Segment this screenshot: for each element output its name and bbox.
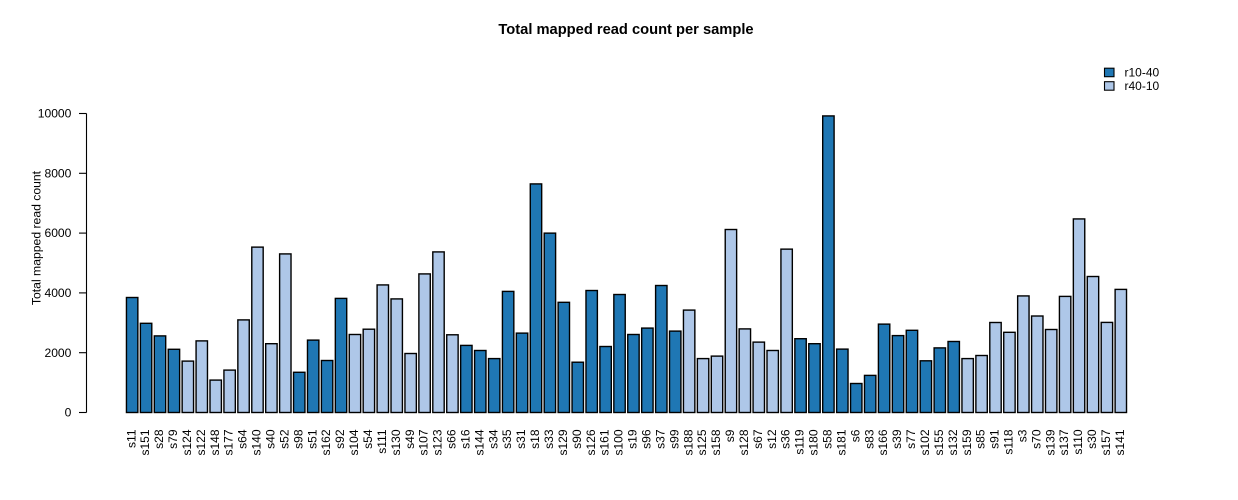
svg-text:s40: s40 — [264, 429, 278, 449]
svg-text:4000: 4000 — [44, 286, 71, 300]
svg-text:s85: s85 — [974, 429, 988, 449]
svg-text:s161: s161 — [598, 429, 612, 455]
svg-text:s34: s34 — [486, 429, 500, 449]
svg-text:s188: s188 — [681, 429, 695, 455]
svg-text:s52: s52 — [277, 429, 291, 449]
svg-text:s100: s100 — [612, 429, 626, 455]
svg-text:s66: s66 — [445, 429, 459, 449]
svg-text:s166: s166 — [876, 429, 890, 455]
svg-text:s110: s110 — [1071, 429, 1085, 454]
svg-text:s58: s58 — [821, 429, 835, 449]
svg-text:s96: s96 — [639, 429, 653, 449]
svg-text:s125: s125 — [695, 429, 709, 455]
svg-text:s31: s31 — [514, 429, 528, 449]
svg-text:s49: s49 — [403, 429, 417, 449]
svg-text:s129: s129 — [556, 429, 570, 455]
svg-text:r40-10: r40-10 — [1125, 79, 1160, 93]
svg-text:s155: s155 — [932, 429, 946, 455]
svg-text:s98: s98 — [291, 429, 305, 449]
svg-text:s11: s11 — [124, 429, 138, 448]
svg-text:10000: 10000 — [38, 107, 72, 121]
svg-text:s148: s148 — [208, 429, 222, 455]
svg-text:s92: s92 — [333, 429, 347, 449]
svg-text:s139: s139 — [1043, 429, 1057, 455]
svg-text:s177: s177 — [222, 429, 236, 455]
svg-text:Total mapped read count per sa: Total mapped read count per sample — [498, 22, 753, 38]
svg-text:s107: s107 — [417, 429, 431, 455]
svg-text:s35: s35 — [500, 429, 514, 449]
svg-text:s99: s99 — [667, 429, 681, 449]
svg-text:s132: s132 — [946, 429, 960, 455]
svg-text:s6: s6 — [848, 429, 862, 442]
svg-text:s104: s104 — [347, 429, 361, 455]
svg-text:s51: s51 — [305, 429, 319, 449]
svg-text:s54: s54 — [361, 429, 375, 449]
svg-text:Total mapped read count: Total mapped read count — [30, 170, 44, 305]
svg-text:s180: s180 — [807, 429, 821, 455]
svg-text:s162: s162 — [319, 429, 333, 455]
svg-text:r10-40: r10-40 — [1125, 65, 1160, 79]
svg-text:s119: s119 — [793, 429, 807, 454]
svg-text:s18: s18 — [528, 429, 542, 449]
svg-text:s111: s111 — [375, 429, 389, 454]
svg-text:s140: s140 — [250, 429, 264, 455]
svg-text:2000: 2000 — [44, 346, 71, 360]
svg-text:s64: s64 — [236, 429, 250, 449]
svg-text:s30: s30 — [1085, 429, 1099, 449]
svg-text:s33: s33 — [542, 429, 556, 449]
svg-text:s36: s36 — [779, 429, 793, 449]
svg-text:s124: s124 — [180, 429, 194, 455]
svg-text:s39: s39 — [890, 429, 904, 449]
svg-text:s144: s144 — [472, 429, 486, 455]
svg-text:s130: s130 — [389, 429, 403, 455]
svg-text:s181: s181 — [834, 429, 848, 455]
svg-text:s3: s3 — [1015, 429, 1029, 442]
svg-text:s12: s12 — [765, 429, 779, 449]
svg-text:s90: s90 — [570, 429, 584, 449]
svg-text:s123: s123 — [431, 429, 445, 455]
svg-text:s70: s70 — [1029, 429, 1043, 449]
svg-text:s37: s37 — [653, 429, 667, 449]
svg-text:s122: s122 — [194, 429, 208, 455]
svg-text:s157: s157 — [1099, 429, 1113, 455]
svg-text:s118: s118 — [1002, 429, 1016, 454]
svg-text:s128: s128 — [737, 429, 751, 455]
svg-text:s126: s126 — [584, 429, 598, 455]
svg-text:s102: s102 — [918, 429, 932, 455]
svg-text:s16: s16 — [458, 429, 472, 449]
svg-text:s141: s141 — [1113, 429, 1127, 455]
svg-text:s91: s91 — [988, 429, 1002, 449]
svg-text:s79: s79 — [166, 429, 180, 449]
svg-text:s67: s67 — [751, 429, 765, 449]
svg-text:s9: s9 — [723, 429, 737, 442]
svg-text:8000: 8000 — [44, 166, 71, 180]
svg-text:s137: s137 — [1057, 429, 1071, 455]
svg-text:6000: 6000 — [44, 226, 71, 240]
svg-text:0: 0 — [65, 406, 72, 420]
svg-text:s83: s83 — [862, 429, 876, 449]
svg-text:s158: s158 — [709, 429, 723, 455]
svg-text:s151: s151 — [138, 429, 152, 455]
svg-text:s28: s28 — [152, 429, 166, 449]
svg-text:s19: s19 — [626, 429, 640, 449]
svg-text:s77: s77 — [904, 429, 918, 449]
svg-text:s159: s159 — [960, 429, 974, 455]
